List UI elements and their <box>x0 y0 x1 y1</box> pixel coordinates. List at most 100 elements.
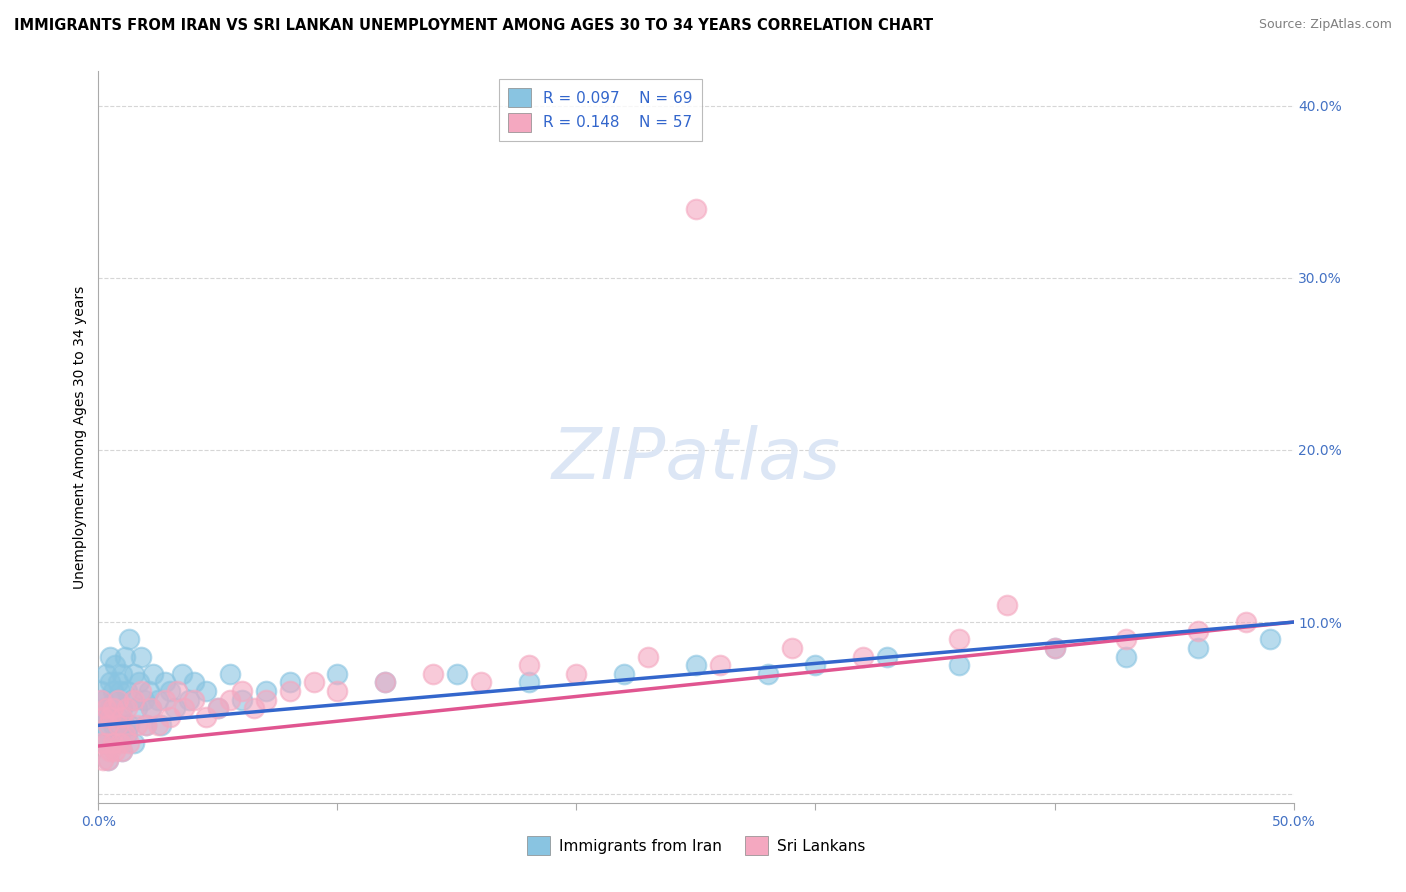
Point <box>104 658 127 673</box>
Point <box>124 666 146 681</box>
Point <box>101 735 124 749</box>
Point <box>94 701 117 715</box>
Point <box>94 735 117 749</box>
Point <box>278 684 301 698</box>
Point <box>131 684 153 698</box>
Point <box>107 710 129 724</box>
Point <box>219 666 242 681</box>
Text: ZIPatlas: ZIPatlas <box>551 425 841 493</box>
Point <box>302 675 325 690</box>
Point <box>446 666 468 681</box>
Point <box>90 684 112 698</box>
Point <box>326 666 349 681</box>
Point <box>139 701 162 715</box>
Point <box>121 692 143 706</box>
Point <box>517 658 540 673</box>
Point <box>124 735 146 749</box>
Point <box>125 718 148 732</box>
Point <box>254 692 277 706</box>
Point <box>107 718 129 732</box>
Point <box>104 692 127 706</box>
Point <box>1043 640 1066 655</box>
Point <box>159 710 181 724</box>
Point <box>172 666 194 681</box>
Point <box>118 718 141 732</box>
Point <box>195 710 218 724</box>
Point <box>131 649 153 664</box>
Point <box>139 701 162 715</box>
Point <box>756 666 779 681</box>
Point <box>142 666 165 681</box>
Point <box>101 718 124 732</box>
Point <box>98 701 122 715</box>
Point <box>254 684 277 698</box>
Point <box>115 701 138 715</box>
Point <box>948 632 970 647</box>
Point <box>685 202 707 216</box>
Point <box>111 701 134 715</box>
Point <box>97 710 120 724</box>
Point <box>422 666 444 681</box>
Point <box>155 692 177 706</box>
Point <box>852 649 875 664</box>
Point <box>114 649 136 664</box>
Point <box>111 744 134 758</box>
Point <box>207 701 229 715</box>
Point <box>97 753 120 767</box>
Y-axis label: Unemployment Among Ages 30 to 34 years: Unemployment Among Ages 30 to 34 years <box>73 285 87 589</box>
Point <box>132 692 155 706</box>
Point <box>995 598 1018 612</box>
Point <box>115 727 138 741</box>
Point <box>374 675 396 690</box>
Point <box>231 692 253 706</box>
Legend: Immigrants from Iran, Sri Lankans: Immigrants from Iran, Sri Lankans <box>520 830 872 861</box>
Point <box>107 675 129 690</box>
Point <box>108 727 131 741</box>
Point <box>1187 624 1209 638</box>
Point <box>159 684 181 698</box>
Point <box>613 666 636 681</box>
Point <box>104 735 127 749</box>
Point <box>108 735 131 749</box>
Point <box>97 718 120 732</box>
Point <box>94 735 117 749</box>
Point <box>135 718 157 732</box>
Point <box>94 666 117 681</box>
Point <box>183 675 205 690</box>
Point <box>98 710 122 724</box>
Point <box>138 684 160 698</box>
Point <box>128 675 150 690</box>
Point <box>97 753 120 767</box>
Point <box>219 692 242 706</box>
Text: Source: ZipAtlas.com: Source: ZipAtlas.com <box>1258 18 1392 31</box>
Point <box>108 684 131 698</box>
Point <box>98 675 122 690</box>
Point <box>91 710 114 724</box>
Point <box>243 701 266 715</box>
Point <box>91 753 114 767</box>
Point <box>780 640 803 655</box>
Point <box>374 675 396 690</box>
Point <box>148 718 170 732</box>
Point <box>111 666 134 681</box>
Point <box>111 744 134 758</box>
Point <box>91 692 114 706</box>
Point <box>173 701 195 715</box>
Point <box>90 718 112 732</box>
Point <box>114 718 136 732</box>
Point <box>1187 640 1209 655</box>
Point <box>1043 640 1066 655</box>
Point <box>125 701 148 715</box>
Point <box>1115 649 1137 664</box>
Point <box>207 701 229 715</box>
Point <box>115 684 138 698</box>
Point <box>179 692 201 706</box>
Point <box>114 727 136 741</box>
Point <box>1115 632 1137 647</box>
Point <box>98 649 122 664</box>
Point <box>231 684 253 698</box>
Point <box>148 692 170 706</box>
Point <box>111 710 134 724</box>
Point <box>118 735 141 749</box>
Point <box>90 692 112 706</box>
